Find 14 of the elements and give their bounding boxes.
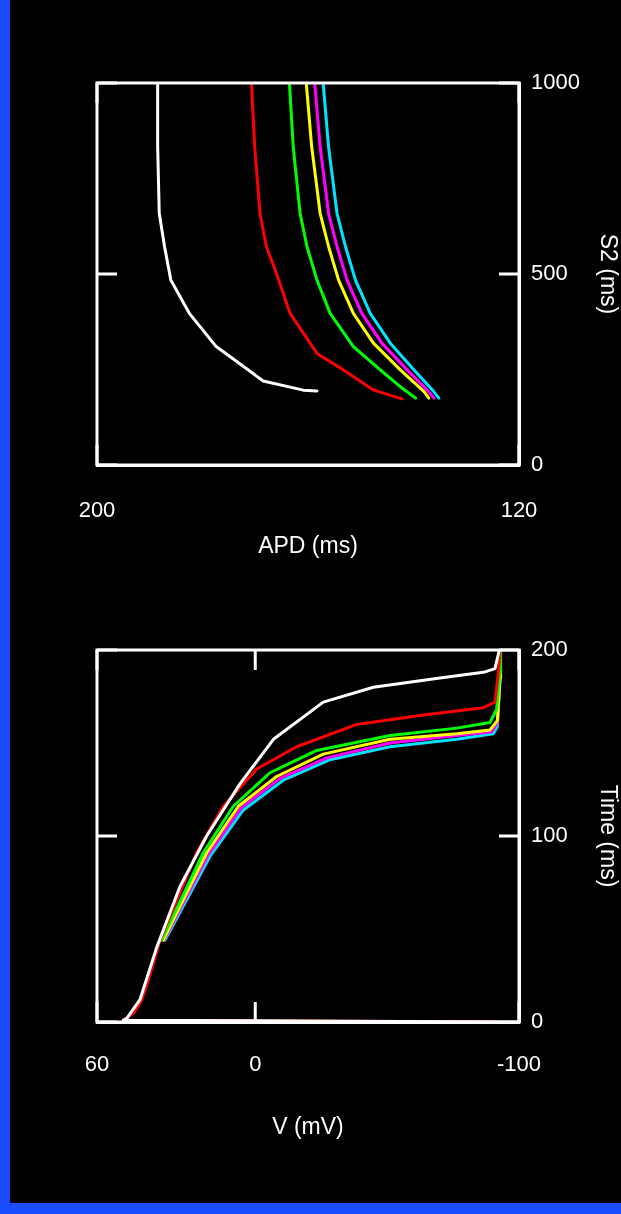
- y-tick-label: 500: [531, 260, 568, 286]
- y-axis-title: S2 (ms): [595, 233, 621, 315]
- x-tick-label: 0: [249, 1051, 262, 1077]
- x-axis-title: V (mV): [272, 1112, 344, 1139]
- y-tick-label: 1000: [531, 69, 580, 95]
- y-tick-label: 0: [531, 1008, 544, 1034]
- x-axis-title: APD (ms): [258, 531, 358, 558]
- x-tick-label: 60: [84, 1051, 110, 1077]
- y-tick-label: 200: [531, 636, 568, 662]
- x-tick-label: -100: [496, 1051, 542, 1077]
- y-axis-title: Time (ms): [595, 784, 621, 888]
- x-tick-label: 120: [500, 497, 538, 523]
- y-tick-label: 100: [531, 822, 568, 848]
- y-tick-label: 0: [531, 451, 544, 477]
